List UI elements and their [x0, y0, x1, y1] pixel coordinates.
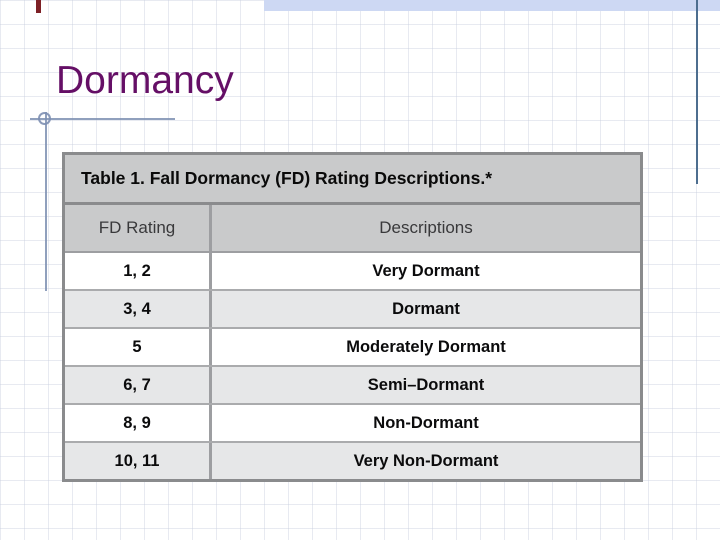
description-cell: Moderately Dormant	[212, 329, 640, 365]
table-row: 3, 4 Dormant	[65, 291, 640, 329]
description-cell: Very Non-Dormant	[212, 443, 640, 479]
top-accent-band	[264, 0, 720, 11]
slide-title: Dormancy	[56, 59, 234, 102]
fd-rating-cell: 1, 2	[65, 253, 212, 289]
description-cell: Non-Dormant	[212, 405, 640, 441]
table-row: 5 Moderately Dormant	[65, 329, 640, 367]
table-row: 10, 11 Very Non-Dormant	[65, 443, 640, 479]
title-underline-decor	[30, 118, 175, 120]
left-vertical-decor-line	[45, 112, 47, 291]
description-cell: Semi–Dormant	[212, 367, 640, 403]
column-header-descriptions: Descriptions	[379, 218, 473, 237]
table-row: 1, 2 Very Dormant	[65, 253, 640, 291]
table-row: 8, 9 Non-Dormant	[65, 405, 640, 443]
table-caption: Table 1. Fall Dormancy (FD) Rating Descr…	[65, 155, 640, 205]
fd-rating-cell: 10, 11	[65, 443, 212, 479]
fall-dormancy-table: Table 1. Fall Dormancy (FD) Rating Descr…	[62, 152, 643, 482]
fd-rating-cell: 3, 4	[65, 291, 212, 327]
right-vertical-rule	[696, 0, 698, 184]
top-left-red-dash	[36, 0, 41, 13]
description-cell: Dormant	[212, 291, 640, 327]
description-cell: Very Dormant	[212, 253, 640, 289]
column-header-fd-rating: FD Rating	[65, 205, 212, 251]
fd-rating-cell: 8, 9	[65, 405, 212, 441]
compass-circle-decor	[38, 112, 51, 125]
fd-rating-cell: 5	[65, 329, 212, 365]
fd-rating-cell: 6, 7	[65, 367, 212, 403]
table-row: 6, 7 Semi–Dormant	[65, 367, 640, 405]
table-header-row: FD Rating Descriptions	[65, 205, 640, 253]
